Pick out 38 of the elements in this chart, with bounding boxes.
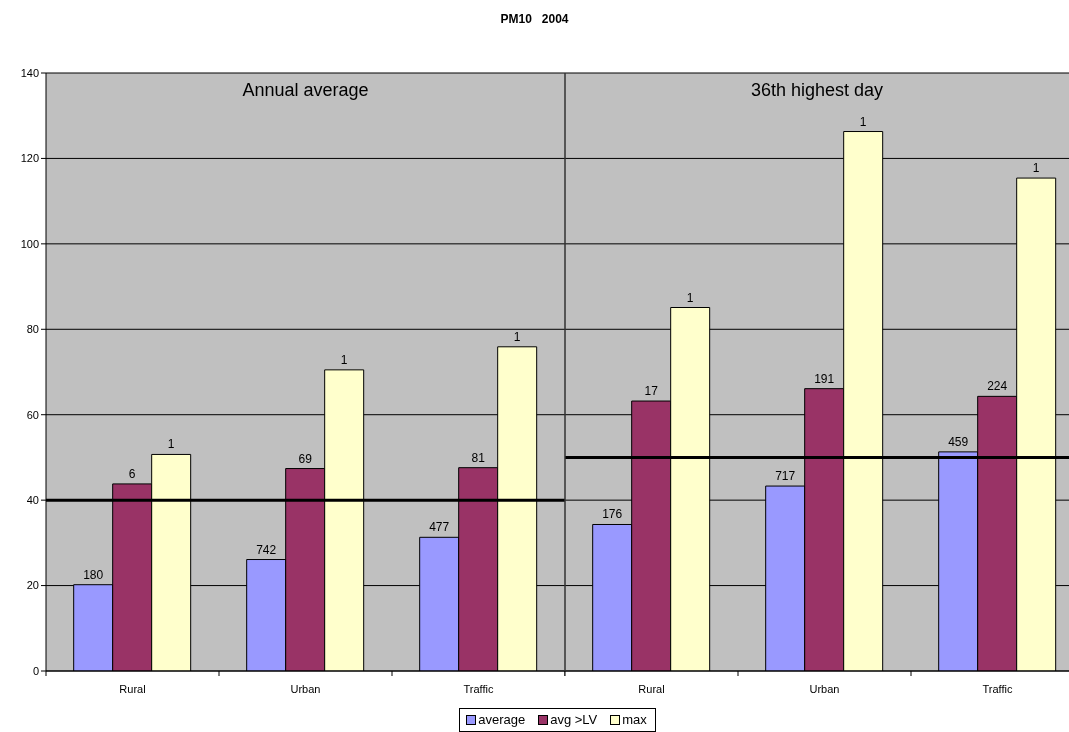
- y-tick-label: 140: [20, 66, 39, 79]
- annotation: 1: [859, 114, 867, 129]
- x-tick-label: Urban: [290, 683, 321, 695]
- annotation: 36th highest day: [749, 80, 885, 101]
- annotation: 17: [644, 384, 659, 399]
- y-tick-label: 80: [26, 323, 39, 336]
- y-tick-label: 20: [26, 579, 39, 592]
- annotation: 717: [775, 469, 796, 484]
- annotation: 191: [814, 371, 835, 386]
- annotation: 6: [128, 466, 136, 481]
- legend-label: max: [622, 712, 647, 727]
- x-tick-label: Rural: [638, 683, 665, 695]
- annotation: 69: [298, 451, 313, 466]
- y-tick-label: 60: [26, 408, 39, 421]
- annotation: 459: [948, 434, 969, 449]
- annotation: 1: [167, 437, 175, 452]
- annotation: 1: [1032, 161, 1040, 176]
- x-tick-label: Traffic: [982, 683, 1013, 695]
- annotation: 180: [83, 567, 104, 582]
- x-tick-label: Rural: [119, 683, 146, 695]
- x-tick-label: Urban: [809, 683, 840, 695]
- annotation: 742: [256, 542, 277, 557]
- annotation: 176: [602, 507, 623, 522]
- y-tick-label: 100: [20, 237, 39, 250]
- annotation: 477: [429, 520, 450, 535]
- legend-label: avg >LV: [550, 712, 598, 727]
- x-tick-label: Traffic: [463, 683, 494, 695]
- annotation: 1: [513, 329, 521, 344]
- annotation: 224: [987, 379, 1008, 394]
- y-tick-label: 0: [32, 664, 39, 677]
- annotation: Annual average: [241, 80, 370, 101]
- annotation: 1: [686, 290, 694, 305]
- legend-label: average: [478, 712, 526, 727]
- y-tick-label: 120: [20, 152, 39, 165]
- annotation: 1: [340, 352, 348, 367]
- y-tick-label: 40: [26, 494, 39, 507]
- annotation: 81: [471, 450, 486, 465]
- chart-title: PM10 2004: [499, 12, 570, 26]
